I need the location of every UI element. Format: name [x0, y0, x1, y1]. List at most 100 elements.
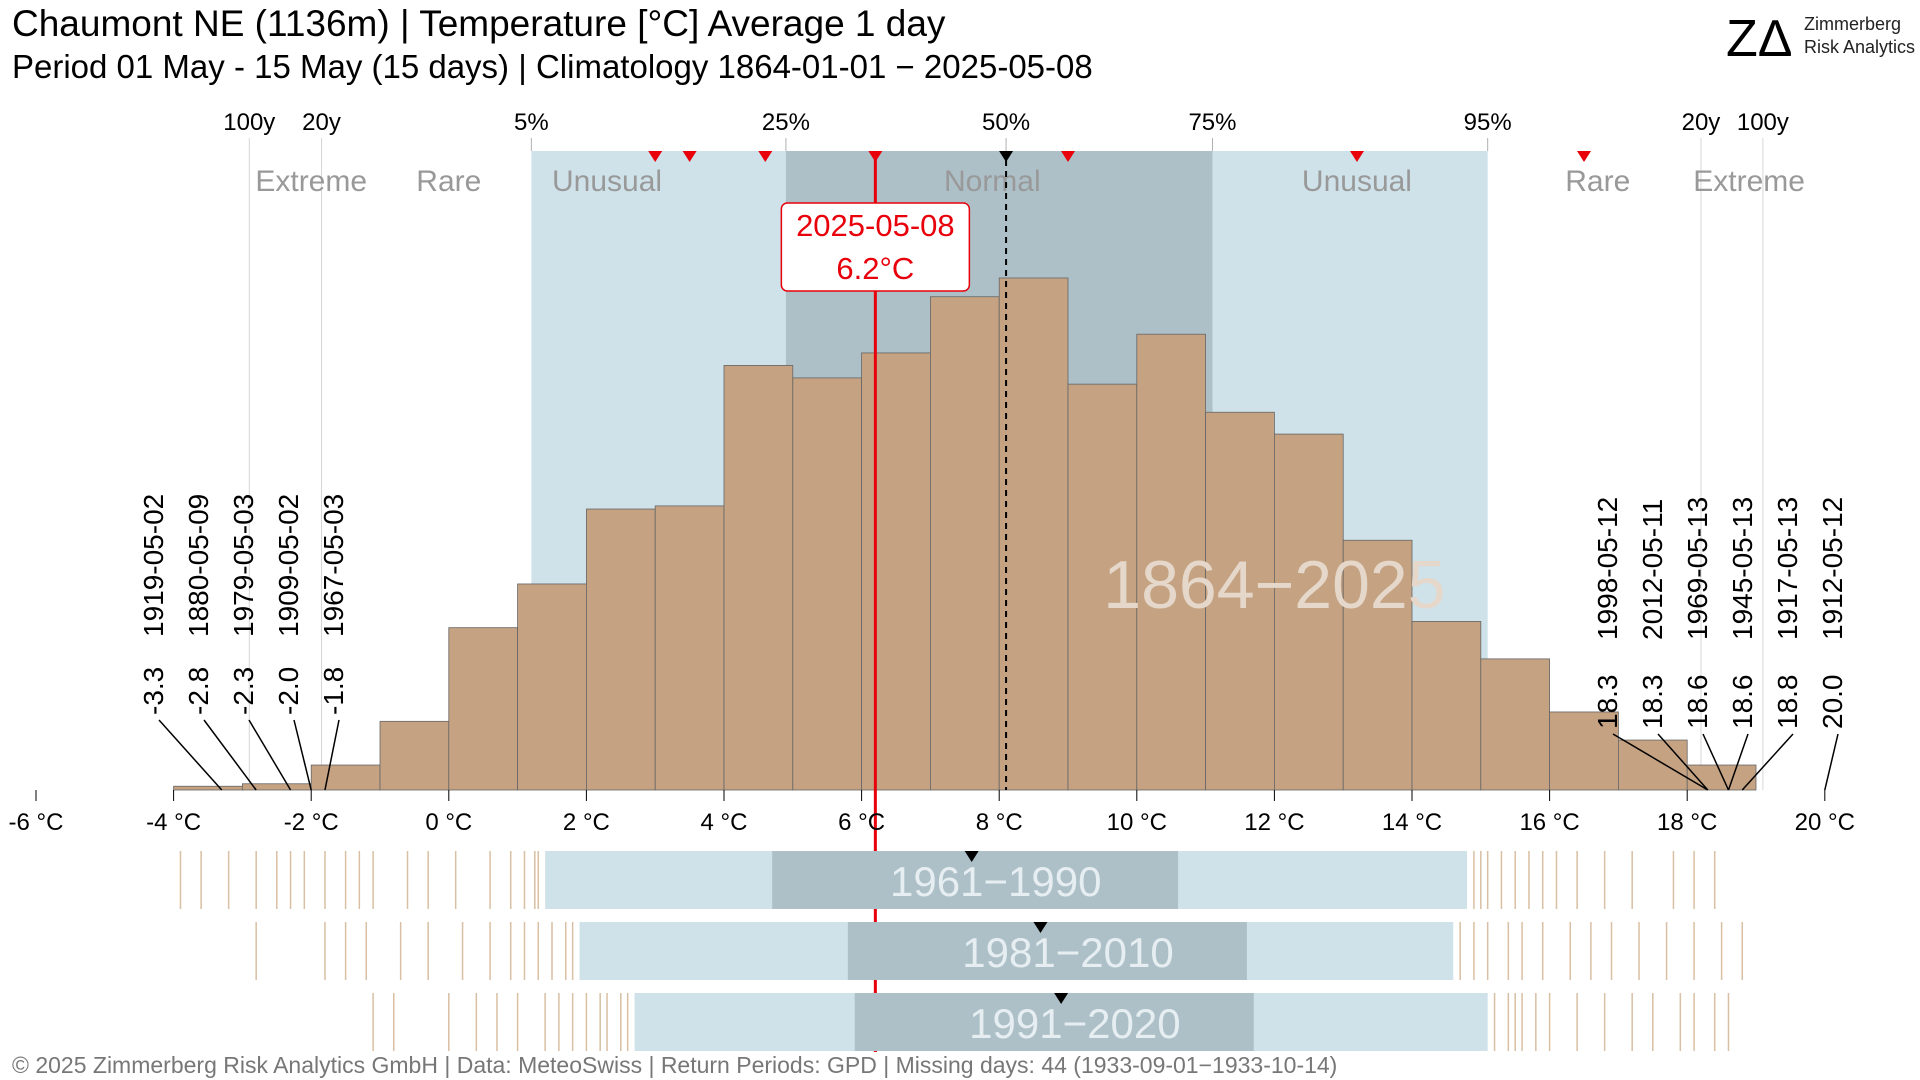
footer-credits: © 2025 Zimmerberg Risk Analytics GmbH | …	[12, 1052, 1337, 1078]
clim-median-marker-2	[1054, 993, 1069, 1004]
return-period-label-1: 20y	[302, 109, 341, 136]
histogram-bar-7	[654, 505, 725, 791]
extreme-low-leader-0	[158, 719, 223, 791]
extreme-high-value-4: 18.8	[1772, 675, 1803, 730]
top-marker-2	[758, 151, 773, 162]
zone-label-0: Extreme	[255, 165, 367, 198]
x-tick-label-12: 18 °C	[1657, 809, 1717, 836]
histogram-bar-4	[448, 627, 518, 791]
extreme-high-date-0: 1998-05-12	[1592, 497, 1623, 640]
extreme-low-value-1: -2.8	[183, 667, 214, 715]
clim-median-marker-1	[1033, 922, 1048, 933]
x-tick-label-11: 16 °C	[1519, 809, 1579, 836]
percentile-label-4: 95%	[1464, 109, 1512, 136]
histogram-bar-11	[930, 296, 1000, 791]
histogram-bar-2	[310, 764, 381, 791]
extreme-low-leader-4	[324, 719, 340, 791]
zone-labels: Extreme Rare Unusual Normal Unusual Rare Extre…	[255, 165, 1805, 198]
extreme-high-date-2: 1969-05-13	[1682, 497, 1713, 640]
logo-line-1: Zimmerberg	[1804, 14, 1901, 34]
chart-subtitle: Period 01 May - 15 May (15 days) | Clima…	[12, 48, 1093, 85]
top-marker-0	[648, 151, 663, 162]
top-marker-1	[682, 151, 697, 162]
zone-label-2: Unusual	[552, 165, 662, 198]
x-tick-label-13: 20 °C	[1795, 809, 1855, 836]
callout-value: 6.2°C	[836, 251, 914, 286]
logo-mark: ZΔ	[1726, 10, 1793, 68]
histogram-bar-10	[861, 352, 931, 791]
extreme-high-leader-1	[1657, 733, 1709, 791]
x-tick-label-3: 0 °C	[425, 809, 472, 836]
histogram-bar-22	[1686, 764, 1757, 791]
climatology-strips: 1961−1990 1981−2010 1991−2020	[179, 851, 1743, 1051]
extreme-high-value-0: 18.3	[1592, 675, 1623, 730]
zone-label-4: Unusual	[1302, 165, 1412, 198]
histogram-bar-5	[517, 583, 587, 791]
extreme-low-leader-1	[203, 719, 257, 791]
histogram-bar-21	[1618, 739, 1688, 791]
extreme-high-date-4: 1917-05-13	[1772, 497, 1803, 640]
clim-band-inner-0	[772, 851, 1179, 909]
clim-band-inner-2	[854, 993, 1254, 1051]
histogram-bar-12	[998, 277, 1069, 791]
extreme-low-value-4: -1.8	[318, 667, 349, 715]
extreme-annotations: -3.3 1919-05-02 -2.8 1880-05-09 -2.3 1979-05-…	[138, 494, 1848, 791]
return-period-label-3: 100y	[1737, 109, 1789, 136]
x-tick-label-9: 12 °C	[1244, 809, 1304, 836]
extreme-high-value-3: 18.6	[1727, 675, 1758, 730]
x-tick-label-0: -6 °C	[9, 809, 64, 836]
clim-period-label-0: 1961−1990	[890, 858, 1101, 905]
percentile-label-0: 5%	[514, 109, 549, 136]
histogram-period-label: 1864−2025	[1103, 547, 1445, 623]
extreme-low-leader-3	[293, 719, 312, 791]
return-period-label-2: 20y	[1682, 109, 1721, 136]
extreme-low-value-2: -2.3	[228, 667, 259, 715]
callout-date: 2025-05-08	[796, 208, 955, 243]
percentile-label-1: 25%	[762, 109, 810, 136]
top-marker-6	[1349, 151, 1364, 162]
histogram-bar-16	[1274, 433, 1344, 791]
x-tick-label-1: -4 °C	[146, 809, 201, 836]
histogram	[173, 277, 1757, 791]
histogram-bar-19	[1480, 658, 1551, 791]
histogram-bar-6	[586, 508, 656, 791]
top-markers	[648, 151, 1591, 162]
clim-period-label-2: 1991−2020	[969, 1000, 1180, 1047]
clim-band-inner-1	[847, 922, 1247, 980]
extreme-high-value-2: 18.6	[1682, 675, 1713, 730]
x-tick-label-5: 4 °C	[701, 809, 748, 836]
extreme-high-leader-2	[1702, 733, 1730, 791]
extreme-high-value-1: 18.3	[1637, 675, 1668, 730]
extreme-high-date-1: 2012-05-11	[1637, 499, 1668, 640]
histogram-bar-0	[173, 785, 243, 791]
return-period-label-0: 100y	[223, 109, 275, 136]
x-tick-label-6: 6 °C	[838, 809, 885, 836]
histogram-bar-20	[1549, 711, 1619, 791]
extreme-high-leader-3	[1727, 733, 1749, 791]
extreme-high-date-3: 1945-05-13	[1727, 497, 1758, 640]
x-tick-label-10: 14 °C	[1382, 809, 1442, 836]
extreme-high-date-5: 1912-05-12	[1817, 497, 1848, 640]
extreme-low-date-2: 1979-05-03	[228, 494, 259, 637]
extreme-low-date-1: 1880-05-09	[183, 494, 214, 637]
histogram-bar-17	[1342, 539, 1413, 791]
extreme-high-leader-4	[1741, 733, 1794, 791]
x-tick-label-2: -2 °C	[284, 809, 339, 836]
zone-label-5: Rare	[1565, 165, 1630, 198]
zone-label-3: Normal	[944, 165, 1041, 198]
current-value-callout: 2025-05-08 6.2°C	[780, 202, 971, 292]
extreme-high-value-5: 20.0	[1817, 675, 1848, 730]
extreme-high-leader-0	[1612, 733, 1709, 791]
extreme-low-date-3: 1909-05-02	[273, 494, 304, 637]
zone-label-6: Extreme	[1693, 165, 1805, 198]
x-tick-label-8: 10 °C	[1107, 809, 1167, 836]
clim-median-marker-0	[964, 851, 979, 862]
extreme-low-date-0: 1919-05-02	[138, 494, 169, 637]
extreme-low-value-3: -2.0	[273, 667, 304, 715]
top-axis-labels: 100y 20y 20y 100y 5% 25% 50% 75% 95%	[223, 109, 1789, 151]
x-tick-label-7: 8 °C	[976, 809, 1023, 836]
top-marker-5	[1061, 151, 1075, 162]
histogram-bar-9	[792, 377, 862, 791]
return-period-lines	[248, 138, 1764, 790]
